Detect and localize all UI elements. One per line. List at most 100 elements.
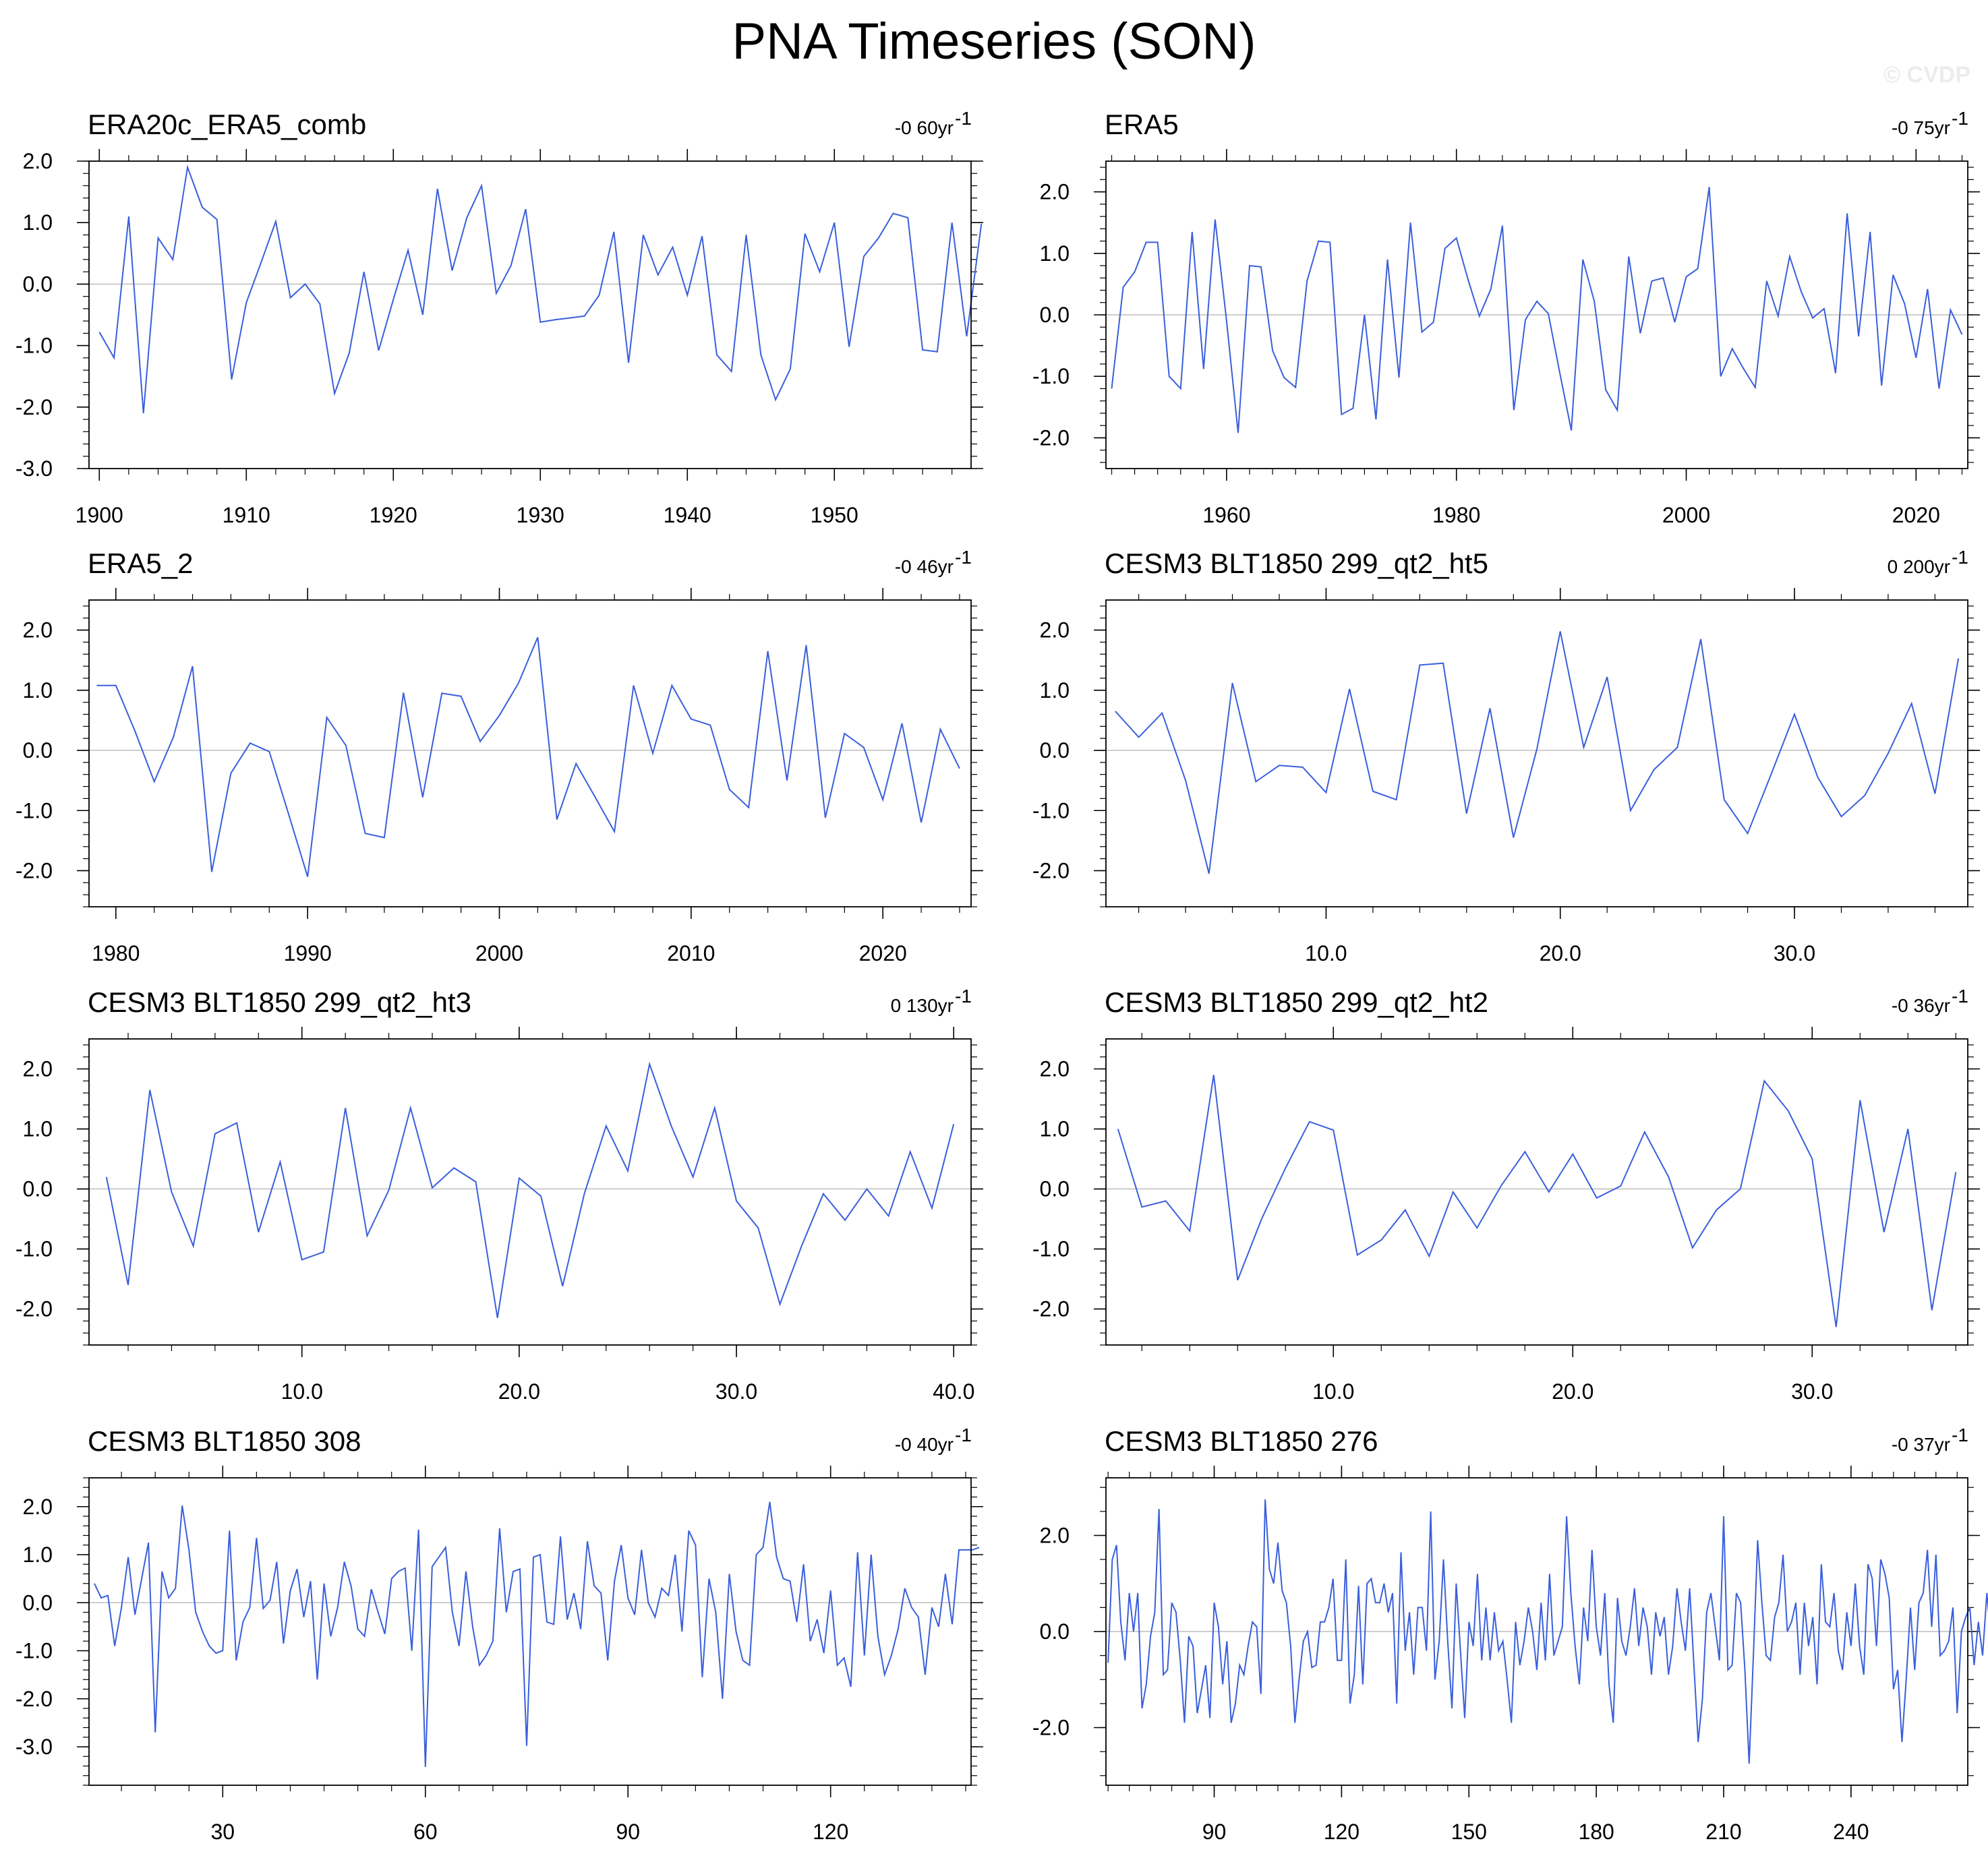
y-tick-label: 1.0 xyxy=(1040,1117,1070,1141)
y-tick-label: 1.0 xyxy=(23,1543,53,1567)
panel-1: ERA20c_ERA5_comb -0 60yr -1 -3.0 -2.0 -1.0 0.0… xyxy=(16,108,983,527)
trend-exponent: -1 xyxy=(955,1425,972,1445)
trend-exponent: -1 xyxy=(955,986,972,1007)
x-tick-label: 30.0 xyxy=(1774,941,1815,965)
x-tick-label: 240 xyxy=(1833,1820,1869,1844)
y-tick-label: -1.0 xyxy=(1032,364,1070,388)
plot-frame xyxy=(1105,160,1968,469)
panel-title: CESM3 BLT1850 299_qt2_ht3 xyxy=(88,986,471,1018)
trend-exponent: -1 xyxy=(1952,547,1968,568)
y-tick-label: 0.0 xyxy=(23,738,53,762)
x-tick-label: 30 xyxy=(211,1820,235,1844)
panel-6: CESM3 BLT1850 299_qt2_ht2 -0 36yr -1 -2.0 -1… xyxy=(1032,986,1980,1404)
trend-exponent: -1 xyxy=(1952,1425,1968,1445)
y-tick-label: -2.0 xyxy=(1032,1297,1070,1321)
y-tick-label: 2.0 xyxy=(1040,1057,1070,1081)
series-line xyxy=(105,1061,955,1319)
trend-label: -0 40yr xyxy=(895,1434,954,1455)
y-tick-label: -2.0 xyxy=(1032,1716,1070,1740)
y-tick-label: 2.0 xyxy=(1040,1524,1070,1548)
x-tick-label: 2010 xyxy=(667,941,715,965)
y-tick-label: -2.0 xyxy=(16,395,53,419)
x-tick-label: 1990 xyxy=(284,941,332,965)
plot-frame xyxy=(88,1477,972,1786)
panel-8: CESM3 BLT1850 276 -0 37yr -1 -2.0 0.0 2.0 90 12… xyxy=(1032,1425,1988,1844)
y-tick-label: 0.0 xyxy=(23,272,53,296)
y-tick-label: -1.0 xyxy=(16,1639,53,1663)
y-tick-label: 2.0 xyxy=(1040,180,1070,204)
y-tick-label: 2.0 xyxy=(23,1495,53,1519)
y-tick-label: 0.0 xyxy=(1040,1619,1070,1644)
trend-label: 0 130yr xyxy=(891,995,954,1016)
x-tick-label: 2020 xyxy=(1892,503,1940,527)
series-line xyxy=(1111,187,1963,433)
trend-exponent: -1 xyxy=(955,108,972,129)
panel-title: CESM3 BLT1850 299_qt2_ht2 xyxy=(1105,986,1488,1018)
figure-title: PNA Timeseries (SON) xyxy=(732,13,1256,70)
y-tick-label: -1.0 xyxy=(1032,798,1070,823)
trend-label: -0 60yr xyxy=(895,117,954,138)
y-tick-label: -2.0 xyxy=(1032,858,1070,883)
x-tick-label: 2000 xyxy=(475,941,523,965)
x-tick-label: 20.0 xyxy=(1540,941,1581,965)
x-tick-label: 1950 xyxy=(811,503,858,527)
panel-4: CESM3 BLT1850 299_qt2_ht5 0 200yr -1 -2.0 -1… xyxy=(1032,547,1980,965)
y-tick-label: -2.0 xyxy=(16,1687,53,1711)
x-tick-label: 30.0 xyxy=(1791,1379,1833,1404)
y-tick-label: 2.0 xyxy=(23,618,53,642)
y-tick-label: 1.0 xyxy=(1040,241,1070,266)
y-tick-label: 1.0 xyxy=(23,1117,53,1141)
x-tick-label: 90 xyxy=(1202,1820,1227,1844)
x-tick-label: 10.0 xyxy=(1312,1379,1354,1404)
x-tick-label: 60 xyxy=(413,1820,438,1844)
x-tick-label: 1940 xyxy=(664,503,711,527)
panel-3: ERA5_2 -0 46yr -1 -2.0 -1.0 0.0 1.0 2.0 1980 1990… xyxy=(16,547,983,965)
x-tick-label: 30.0 xyxy=(715,1379,757,1404)
x-tick-label: 120 xyxy=(813,1820,848,1844)
y-tick-label: 2.0 xyxy=(23,1057,53,1081)
plot-frame xyxy=(88,599,972,907)
y-tick-label: -3.0 xyxy=(16,1735,53,1759)
x-tick-label: 10.0 xyxy=(1305,941,1347,965)
y-tick-label: 0.0 xyxy=(23,1590,53,1615)
panel-title: ERA20c_ERA5_comb xyxy=(88,109,366,140)
y-tick-label: 1.0 xyxy=(23,210,53,235)
series-line xyxy=(94,1501,980,1767)
x-tick-label: 210 xyxy=(1705,1820,1741,1844)
y-tick-label: 2.0 xyxy=(23,149,53,173)
y-tick-label: -3.0 xyxy=(16,456,53,481)
panel-title: CESM3 BLT1850 308 xyxy=(88,1425,361,1457)
y-tick-label: -1.0 xyxy=(16,1237,53,1261)
y-tick-label: 0.0 xyxy=(1040,303,1070,327)
x-tick-label: 10.0 xyxy=(281,1379,323,1404)
y-tick-label: -2.0 xyxy=(16,858,53,883)
panel-title: ERA5 xyxy=(1105,109,1179,140)
y-tick-label: -1.0 xyxy=(1032,1237,1070,1261)
y-tick-label: 2.0 xyxy=(1040,618,1070,642)
series-line xyxy=(1117,1075,1957,1327)
y-tick-label: 0.0 xyxy=(23,1177,53,1201)
x-tick-label: 1900 xyxy=(76,503,123,527)
series-line xyxy=(1115,631,1960,874)
panel-title: CESM3 BLT1850 276 xyxy=(1105,1425,1378,1457)
series-line xyxy=(98,165,983,413)
x-tick-label: 180 xyxy=(1578,1820,1614,1844)
series-line xyxy=(96,636,960,877)
x-tick-label: 150 xyxy=(1451,1820,1487,1844)
y-tick-label: 1.0 xyxy=(23,678,53,702)
x-tick-label: 1920 xyxy=(370,503,417,527)
panel-5: CESM3 BLT1850 299_qt2_ht3 0 130yr -1 -2.0 -1… xyxy=(16,986,983,1404)
y-tick-label: -2.0 xyxy=(16,1297,53,1321)
x-tick-label: 1980 xyxy=(92,941,140,965)
trend-exponent: -1 xyxy=(1952,986,1968,1007)
y-tick-label: -2.0 xyxy=(1032,425,1070,450)
x-tick-label: 20.0 xyxy=(498,1379,540,1404)
panel-7: CESM3 BLT1850 308 -0 40yr -1 -3.0 -2.0 -1.0 0.… xyxy=(16,1425,983,1844)
x-tick-label: 1910 xyxy=(223,503,270,527)
plot-frame xyxy=(1105,599,1968,907)
trend-label: -0 75yr xyxy=(1892,117,1950,138)
y-tick-label: -1.0 xyxy=(16,798,53,823)
trend-label: -0 37yr xyxy=(1892,1434,1950,1455)
x-tick-label: 40.0 xyxy=(933,1379,974,1404)
